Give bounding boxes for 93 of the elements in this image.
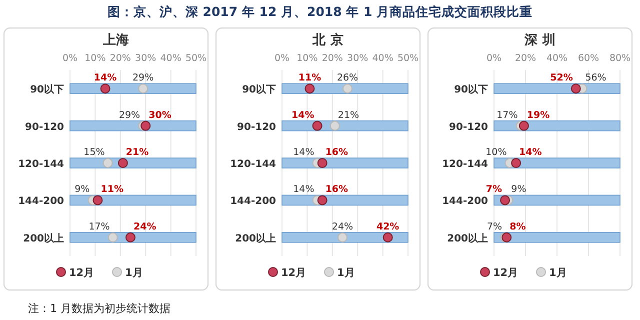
data-label: 21%	[338, 110, 360, 121]
x-tick-label: 50%	[185, 53, 207, 64]
data-label: 26%	[336, 72, 358, 84]
y-tick-label: 90以下	[454, 84, 488, 96]
point	[140, 120, 151, 131]
y-tick-label: 90-120	[237, 122, 276, 133]
data-label: 52%	[550, 72, 574, 84]
point	[125, 232, 136, 242]
text: 图：京、沪、深 2017 年 12 月、2018 年 1 月商品住宅成交面积段比重	[107, 4, 533, 19]
x-tick-label: 20%	[110, 53, 131, 64]
x-tick-label: 10%	[84, 53, 106, 64]
chart-title: 上海	[102, 33, 129, 48]
x-tick-label: 40%	[160, 53, 182, 64]
point	[312, 120, 322, 131]
data-label: 24%	[133, 221, 157, 232]
y-tick-label: 144-200	[18, 196, 64, 208]
legend-label: 12月	[281, 267, 307, 279]
x-tick-label: 10%	[296, 53, 318, 64]
point	[100, 84, 110, 94]
y-tick-label: 144-200	[230, 196, 276, 208]
y-tick-label: 200以上	[235, 232, 276, 244]
chart-title: 深 圳	[524, 33, 556, 48]
y-tick-label: 200以上	[23, 232, 64, 244]
legend-label: 1月	[125, 267, 144, 279]
x-tick-label: 0%	[274, 53, 290, 64]
x-tick-label: 40%	[546, 53, 568, 64]
point	[138, 84, 148, 94]
point	[304, 84, 315, 94]
data-label: 11%	[298, 72, 322, 84]
x-tick-label: 50%	[397, 53, 419, 64]
point	[118, 158, 128, 168]
point	[108, 232, 118, 242]
y-tick-label: 90-120	[449, 122, 488, 133]
data-label: 14%	[94, 72, 118, 84]
x-tick-label: 40%	[372, 53, 394, 64]
y-tick-label: 90-120	[25, 122, 64, 133]
point	[337, 232, 348, 242]
data-label: 9%	[74, 184, 90, 196]
x-tick-label: 20%	[322, 53, 343, 64]
data-label: 24%	[332, 221, 354, 232]
point	[342, 84, 353, 94]
data-label: 14%	[292, 110, 315, 121]
x-tick-label: 60%	[578, 53, 600, 64]
point	[518, 120, 529, 131]
y-tick-label: 144-200	[442, 196, 488, 208]
data-label: 10%	[486, 147, 507, 158]
y-tick-label: 90以下	[242, 84, 276, 96]
point	[382, 232, 393, 242]
x-tick-label: 30%	[135, 53, 156, 64]
point	[330, 120, 340, 131]
y-tick-label: 120-144	[442, 159, 488, 170]
data-label: 17%	[88, 221, 110, 232]
data-label: 14%	[519, 147, 542, 158]
point	[570, 84, 581, 94]
point	[500, 195, 510, 206]
data-label: 11%	[100, 184, 124, 196]
data-label: 7%	[486, 184, 502, 196]
data-label: 7%	[486, 221, 502, 232]
point	[92, 195, 103, 206]
point	[511, 158, 522, 168]
y-tick-label: 120-144	[18, 159, 64, 170]
data-label: 29%	[118, 110, 140, 121]
data-label: 30%	[148, 110, 172, 121]
point	[317, 195, 328, 206]
data-label: 56%	[585, 72, 606, 84]
data-label: 9%	[511, 184, 526, 196]
y-tick-label: 90以下	[30, 84, 64, 96]
data-label: 19%	[526, 110, 550, 121]
data-label: 17%	[496, 110, 518, 121]
data-label: 21%	[126, 147, 150, 158]
data-label: 14%	[293, 147, 314, 158]
data-label: 8%	[510, 221, 526, 232]
x-tick-label: 20%	[514, 53, 536, 64]
text: 注：1 月数据为初步统计数据	[28, 302, 170, 315]
data-label: 16%	[325, 147, 349, 158]
y-tick-label: 200以上	[447, 232, 488, 244]
legend-label: 12月	[69, 267, 95, 279]
x-tick-label: 80%	[609, 53, 631, 64]
x-tick-label: 0%	[62, 53, 78, 64]
data-label: 14%	[293, 184, 314, 196]
data-label: 16%	[325, 184, 349, 196]
legend-label: 12月	[493, 267, 519, 279]
point	[102, 158, 113, 168]
legend-label: 1月	[337, 267, 356, 279]
x-tick-label: 0%	[486, 53, 502, 64]
data-label: 42%	[376, 221, 400, 232]
y-tick-label: 120-144	[230, 159, 276, 170]
data-label: 29%	[132, 72, 154, 84]
chart-title: 北 京	[312, 32, 344, 48]
point	[317, 158, 328, 168]
x-tick-label: 30%	[347, 53, 368, 64]
legend-label: 1月	[549, 267, 568, 279]
data-label: 15%	[84, 147, 105, 158]
